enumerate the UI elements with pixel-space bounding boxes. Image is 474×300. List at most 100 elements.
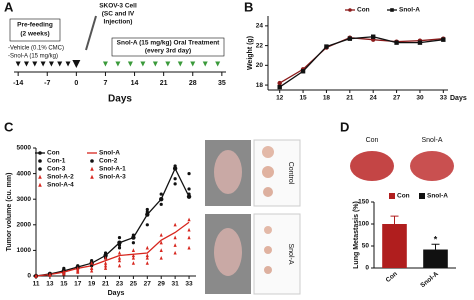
marker — [173, 164, 177, 168]
marker — [172, 166, 178, 171]
mouse — [214, 228, 242, 276]
injection-marker — [72, 60, 81, 68]
x-tick-label: 25 — [130, 281, 138, 288]
x-tick-label: 15 — [299, 95, 307, 102]
treatment-box — [111, 37, 225, 57]
marker — [145, 253, 149, 258]
series-line — [35, 166, 190, 277]
marker — [48, 273, 52, 277]
tick-label: -7 — [44, 80, 50, 87]
tumor — [263, 187, 273, 197]
x-tick-label: 13 — [46, 281, 54, 288]
y-tick-label: 0 — [27, 273, 31, 280]
marker — [145, 212, 150, 217]
dose-marker — [40, 61, 46, 67]
legend-label: Con — [47, 150, 60, 157]
annotation: * — [434, 235, 438, 245]
marker — [187, 172, 191, 176]
legend-label: Con-2 — [99, 158, 118, 165]
marker — [117, 263, 122, 268]
marker — [103, 251, 108, 255]
marker — [173, 243, 177, 247]
tumor-photo — [253, 139, 301, 207]
marker — [159, 202, 163, 206]
y-tick-label: 150 — [358, 199, 369, 206]
dose-marker — [177, 61, 183, 67]
prefeed-text: Pre-feeding — [17, 22, 53, 29]
tick-label: 14 — [131, 80, 139, 87]
marker — [187, 192, 191, 196]
marker — [300, 69, 306, 74]
legend-label: Snol-A-3 — [99, 174, 126, 181]
tumor — [264, 266, 272, 274]
marker — [117, 250, 122, 255]
marker — [370, 34, 376, 39]
vehicle-text: -Vehicle (0.1% CMC) — [8, 46, 64, 52]
x-tick-label: 17 — [74, 281, 82, 288]
marker — [62, 268, 66, 272]
x-tick-label: 24 — [370, 95, 378, 102]
marker — [187, 187, 191, 191]
marker — [347, 36, 353, 41]
marker — [173, 235, 177, 240]
marker — [145, 210, 149, 214]
marker — [62, 271, 66, 276]
dose-marker — [115, 61, 121, 67]
marker — [76, 267, 80, 272]
marker — [38, 182, 42, 187]
panel-label: D — [340, 119, 349, 134]
marker — [277, 84, 282, 90]
marker — [76, 270, 80, 274]
marker — [103, 255, 108, 260]
y-tick-label: 50 — [362, 243, 370, 250]
y-axis-label: Weight (g) — [247, 36, 254, 70]
x-tick-label: 33 — [440, 95, 448, 102]
panel-label: C — [4, 119, 14, 134]
dose-marker — [165, 61, 171, 67]
panel-label: A — [4, 0, 14, 14]
legend-swatch — [419, 193, 425, 199]
tick-label: 7 — [103, 80, 107, 87]
x-tick-label: Con — [385, 270, 399, 284]
bar — [423, 249, 448, 268]
dose-marker — [102, 61, 108, 67]
tumor — [264, 246, 272, 254]
marker — [187, 217, 191, 222]
x-tick-label: 27 — [393, 95, 401, 102]
x-tick-label: 29 — [158, 281, 166, 288]
x-tick-label: 30 — [416, 95, 424, 102]
y-tick-label: 18 — [256, 82, 264, 89]
dose-marker — [57, 61, 63, 67]
marker — [90, 264, 94, 268]
marker — [38, 159, 42, 163]
error-bar — [390, 215, 399, 224]
y-tick-label: 5000 — [17, 145, 32, 152]
x-tick-label: 11 — [33, 281, 40, 288]
prefeed-box — [9, 18, 61, 42]
marker — [38, 151, 42, 155]
x-tick-label: 12 — [276, 95, 284, 102]
photo-label: Snol-A — [287, 243, 294, 264]
marker — [145, 261, 149, 265]
marker — [90, 266, 94, 270]
marker — [159, 197, 163, 201]
marker — [90, 259, 94, 263]
marker — [34, 273, 38, 278]
tick-label: 0 — [74, 80, 78, 87]
treatment-text: (every 3rd day) — [145, 48, 191, 55]
y-tick-label: 24 — [256, 23, 264, 30]
marker — [117, 240, 122, 245]
y-tick-label: 20 — [256, 62, 264, 69]
photo-label: Control — [287, 162, 294, 185]
y-tick-label: 1000 — [17, 247, 32, 254]
x-tick-label: 27 — [144, 281, 152, 288]
marker — [131, 236, 135, 240]
vehicle-text: -Snol-A (15 mg/kg) — [8, 54, 58, 60]
marker — [117, 246, 122, 250]
dose-marker — [152, 61, 158, 67]
photo-label: Snol-A — [421, 137, 442, 144]
x-tick-label: 33 — [185, 281, 193, 288]
tumor — [264, 226, 272, 234]
x-tick-label: 21 — [102, 281, 110, 288]
